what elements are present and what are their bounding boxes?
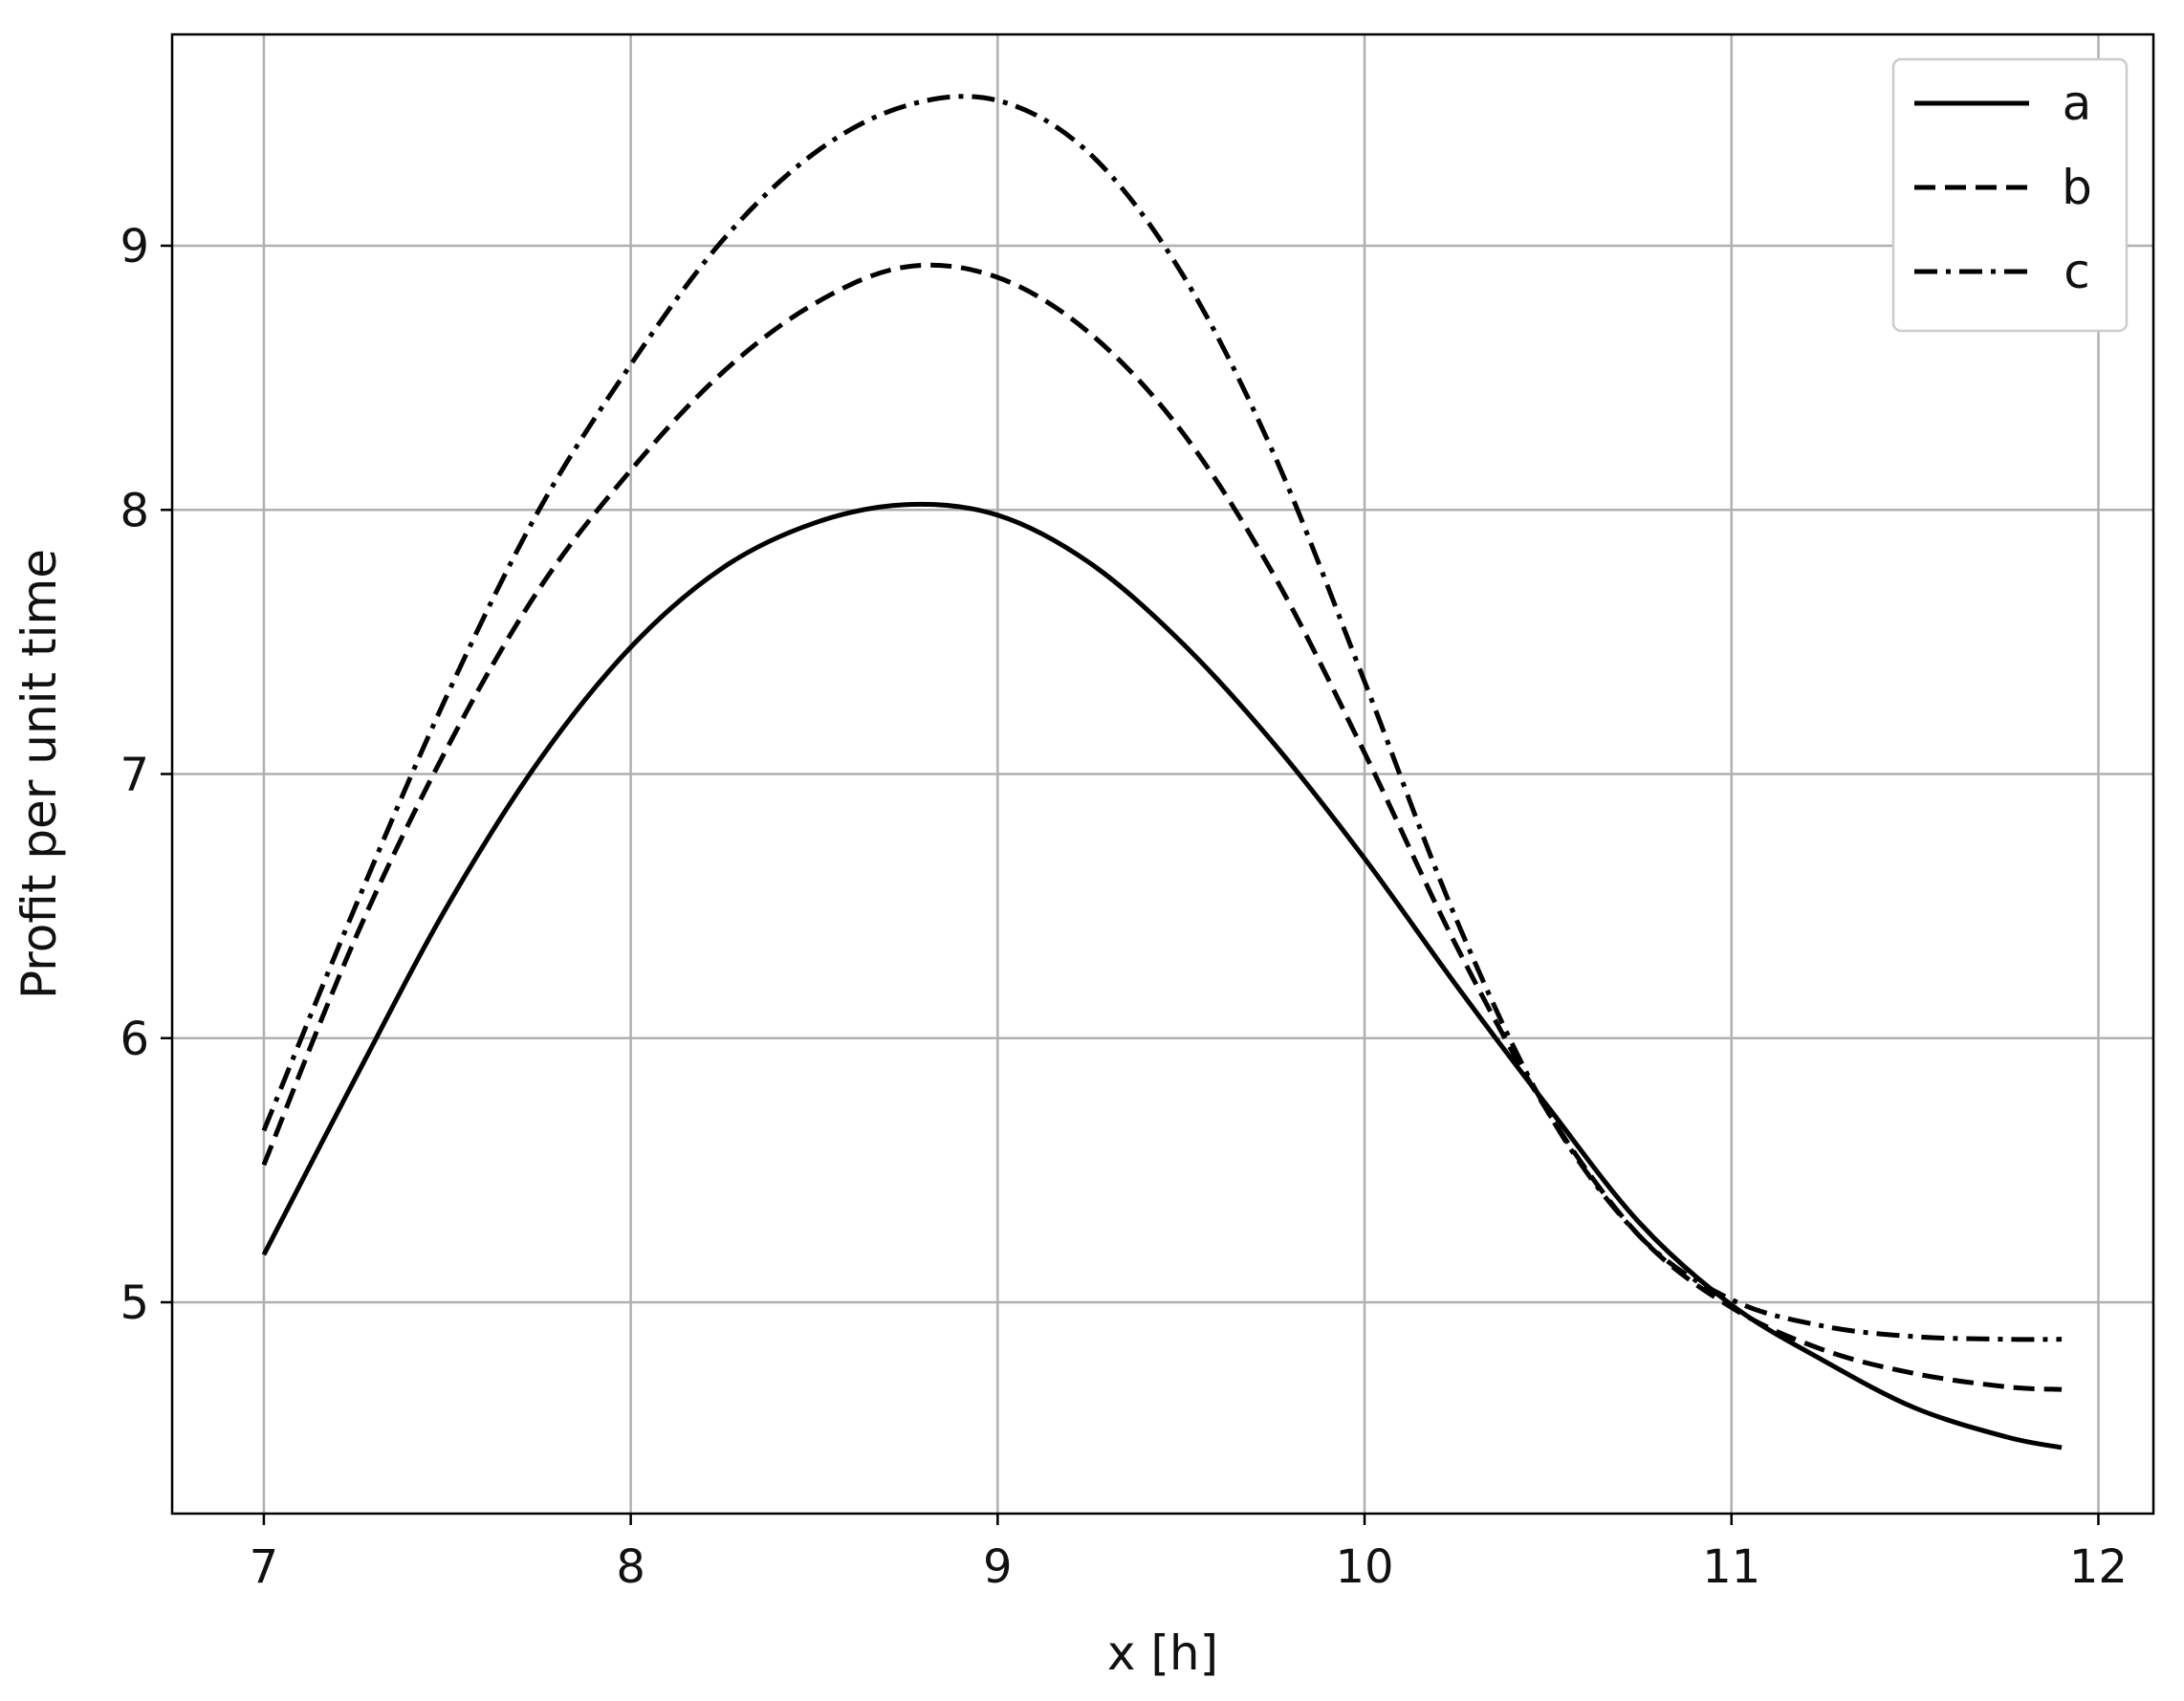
x-tick-label: 9 <box>983 1540 1013 1594</box>
y-tick-label: 9 <box>120 220 149 273</box>
y-tick-label: 7 <box>120 749 149 802</box>
x-axis-label: x [h] <box>1107 1625 1218 1681</box>
x-tick-label: 8 <box>616 1540 645 1594</box>
x-tick-label: 10 <box>1335 1540 1393 1594</box>
y-tick-label: 6 <box>120 1013 149 1066</box>
y-axis-label: Profit per unit time <box>11 549 67 999</box>
y-tick-label: 5 <box>120 1276 149 1330</box>
legend-label-b: b <box>2062 160 2092 215</box>
x-tick-label: 12 <box>2069 1540 2128 1594</box>
x-tick-label: 11 <box>1702 1540 1760 1594</box>
labels-layer: x [h] Profit per unit time <box>11 549 1218 1681</box>
series-line-b <box>261 262 2063 1392</box>
x-tick-label: 7 <box>250 1540 279 1594</box>
legend-label-c: c <box>2064 244 2090 299</box>
series-layer <box>261 94 2063 1450</box>
series-line-a <box>261 501 2063 1450</box>
legend-box <box>1891 57 2129 333</box>
y-tick-label: 8 <box>120 484 149 537</box>
ticks-layer: 7 8 9 10 11 12 5 6 7 8 9 <box>120 220 2128 1594</box>
series-line-c <box>261 94 2063 1342</box>
legend-label-a: a <box>2063 76 2092 131</box>
legend: a b c <box>1891 57 2129 333</box>
